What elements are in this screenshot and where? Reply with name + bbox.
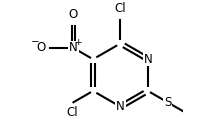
- Text: N: N: [144, 53, 152, 66]
- Text: N: N: [116, 100, 125, 113]
- Text: +: +: [74, 38, 82, 47]
- Text: O: O: [36, 41, 45, 55]
- Text: Cl: Cl: [67, 106, 78, 119]
- Text: N: N: [69, 41, 78, 55]
- Text: S: S: [164, 96, 171, 109]
- Text: Cl: Cl: [115, 2, 126, 15]
- Text: −: −: [31, 37, 39, 47]
- Text: O: O: [69, 8, 78, 21]
